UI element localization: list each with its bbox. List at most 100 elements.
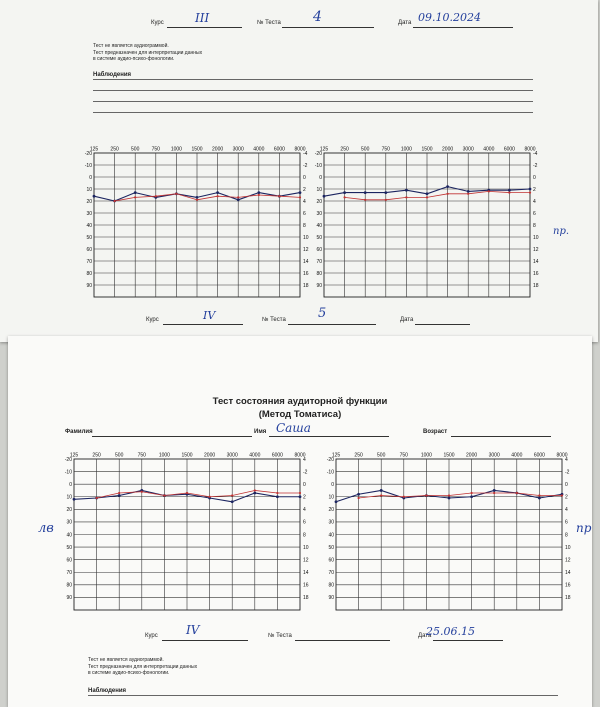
course-value: III	[195, 11, 210, 25]
right-ear-chart: 125 250 500 750 1000 1500 2000 3000 4000 6000 8000…	[315, 147, 539, 298]
right-scale-tick-label: 6	[565, 520, 568, 526]
right-scale-tick-label: 12	[533, 247, 539, 253]
footer-course-value: IV	[186, 623, 200, 637]
freq-tick-label: 2000	[442, 147, 453, 153]
name-line	[269, 436, 389, 437]
right-scale-tick-label: 4	[303, 199, 306, 205]
db-tick-label: 10	[86, 187, 92, 193]
bone-conduction-point	[493, 491, 496, 495]
air-conduction-point	[357, 492, 360, 496]
freq-tick-label: 750	[152, 147, 161, 153]
freq-tick-label: 6000	[274, 147, 285, 153]
freq-tick-label: 8000	[294, 147, 305, 153]
footer-date-line	[433, 640, 503, 641]
test-number-value: 4	[313, 9, 322, 25]
freq-tick-label: 1000	[421, 453, 432, 459]
right-scale-tick-label: 12	[303, 557, 309, 563]
db-tick-label: 50	[328, 545, 334, 551]
right-scale-tick-label: 12	[565, 557, 571, 563]
air-conduction-point	[492, 489, 496, 492]
right-scale-tick-label: 2	[303, 495, 306, 501]
surname-line	[92, 436, 252, 437]
freq-tick-label: 6000	[272, 453, 283, 459]
freq-tick-label: 500	[377, 453, 386, 459]
db-tick-label: 60	[86, 247, 92, 253]
bone-conduction-point	[380, 494, 383, 497]
observations-label: Наблюдения	[93, 72, 132, 78]
air-conduction-point	[72, 497, 76, 501]
observation-line-1	[88, 695, 558, 696]
db-tick-label: 30	[86, 211, 92, 217]
db-tick-label: 20	[86, 199, 92, 205]
freq-tick-label: 750	[138, 453, 147, 459]
db-tick-label: 70	[316, 259, 322, 265]
bone-conduction-point	[515, 491, 518, 495]
air-conduction-point	[298, 495, 302, 499]
air-conduction-point	[425, 192, 429, 196]
right-scale-tick-label: 6	[303, 211, 306, 217]
air-conduction-point	[216, 191, 220, 194]
air-conduction-point	[298, 191, 302, 194]
bone-conduction-point	[257, 193, 260, 197]
bone-conduction-point	[154, 195, 157, 198]
freq-tick-label: 1500	[191, 147, 202, 153]
right-scale-tick-label: 4	[565, 457, 568, 463]
air-conduction-point	[363, 191, 367, 194]
freq-tick-label: 3000	[233, 147, 244, 153]
bone-conduction-point	[276, 491, 279, 495]
freq-tick-label: 8000	[524, 147, 535, 153]
freq-tick-label: 6000	[534, 453, 545, 459]
db-tick-label: -10	[85, 163, 92, 169]
right-scale-tick-label: 8	[565, 532, 568, 538]
bone-conduction-point	[447, 494, 451, 497]
freq-tick-label: 125	[332, 453, 341, 459]
freq-tick-label: 250	[92, 453, 101, 459]
db-tick-label: 90	[66, 595, 72, 601]
left-ear-chart: 125 250 500 750 1000 1500 2000 3000 4000 6000 8000…	[85, 147, 309, 298]
freq-tick-label: 250	[354, 453, 363, 459]
bone-conduction-point	[425, 196, 429, 199]
footer-course-line	[163, 324, 243, 325]
right-scale-tick-label: 18	[303, 595, 309, 601]
air-conduction-point	[334, 500, 338, 504]
db-tick-label: -20	[315, 151, 322, 157]
margin-note-right: пр.	[553, 226, 570, 237]
bone-conduction-point	[364, 198, 367, 201]
db-tick-label: 20	[316, 199, 322, 205]
bone-conduction-point	[118, 491, 121, 495]
freq-tick-label: 1000	[171, 147, 182, 153]
right-scale-tick-label: 2	[533, 187, 536, 193]
bone-conduction-point	[298, 196, 302, 199]
db-tick-label: 90	[86, 283, 92, 289]
bone-conduction-point	[425, 494, 428, 497]
date-value: 09.10.2024	[418, 11, 481, 24]
freq-tick-label: 2000	[204, 453, 215, 459]
db-tick-label: -10	[315, 163, 322, 169]
db-tick-label: 80	[86, 271, 92, 277]
db-tick-label: 50	[66, 545, 72, 551]
air-conduction-point	[230, 500, 234, 504]
bone-conduction-point	[175, 192, 178, 195]
air-conduction-point	[466, 190, 470, 193]
observation-line-1	[93, 79, 533, 80]
right-scale-tick-label: 10	[303, 545, 309, 551]
right-scale-tick-label: 6	[533, 211, 536, 217]
right-scale-tick-label: 0	[303, 482, 306, 488]
name-label: Имя	[254, 429, 267, 435]
footer-date-label: Дата	[418, 633, 432, 639]
freq-tick-label: 8000	[556, 453, 567, 459]
db-tick-label: 70	[86, 259, 92, 265]
bone-conduction-point	[402, 495, 405, 498]
right-scale-tick-label: 18	[303, 283, 309, 289]
freq-tick-label: 4000	[511, 453, 522, 459]
db-tick-label: 10	[316, 187, 322, 193]
bone-conduction-point	[163, 494, 166, 497]
db-tick-label: 0	[69, 482, 72, 488]
freq-tick-label: 2000	[466, 453, 477, 459]
observation-line-3	[93, 101, 533, 102]
bone-conduction-point	[487, 190, 490, 193]
bone-conduction-point	[357, 496, 360, 500]
test-number-label: № Теста	[257, 20, 281, 26]
db-tick-label: 0	[319, 175, 322, 181]
db-tick-label: 90	[316, 283, 322, 289]
